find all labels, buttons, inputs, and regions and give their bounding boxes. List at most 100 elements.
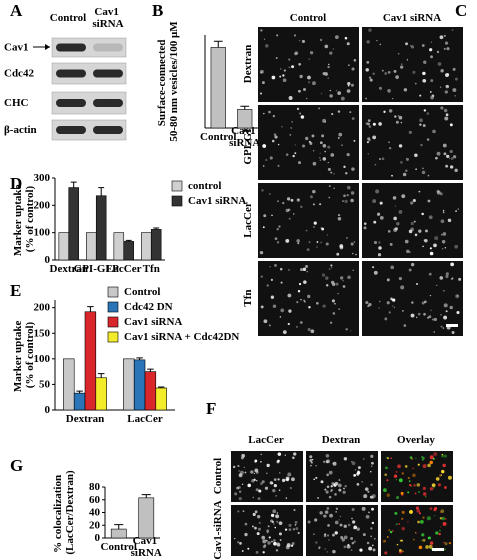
speckle [327,65,330,69]
speckle [267,525,270,528]
speckle [386,301,390,305]
speckle [445,518,447,520]
speckle [391,529,394,532]
speckle [317,496,319,499]
speckle [294,523,297,526]
speckle [238,470,240,472]
speckle [444,542,448,546]
speckle [330,153,335,157]
speckle [454,77,458,81]
speckle [324,510,329,514]
speckle [295,527,299,531]
speckle [283,69,286,72]
speckle [334,481,339,486]
speckle [421,44,425,47]
speckle [310,461,313,464]
scale-bar [446,324,458,327]
speckle [277,200,279,202]
speckle [410,45,415,49]
legend-label-line: Cav1 siRNA + Cdc42DN [124,331,239,343]
speckle [330,267,333,269]
speckle [287,208,291,212]
speckle [371,544,374,547]
speckle [326,507,330,510]
speckle [237,486,241,489]
speckle [310,464,312,467]
speckle [337,483,342,488]
speckle [299,74,303,79]
panel-label-line: F [206,399,216,418]
blot-band [56,43,86,52]
panel-label: A [10,1,23,20]
speckle [378,157,382,161]
bar [68,187,79,261]
speckle [299,321,303,324]
speckle [363,494,368,499]
speckle [418,490,420,493]
speckle [442,521,447,526]
speckle [405,169,408,172]
speckle [260,460,262,463]
speckle [286,197,291,201]
speckle [422,516,425,519]
speckle [448,157,451,159]
x-tick-label: GPI-GFP [74,263,119,275]
speckle [313,221,317,225]
speckle [445,310,448,313]
speckle [281,125,283,128]
speckle [324,150,327,153]
speckle [353,525,358,530]
micrograph [362,27,463,102]
speckle [417,520,420,524]
speckle [337,110,341,113]
speckle [327,161,329,164]
speckle [368,28,372,32]
speckle [422,492,427,496]
speckle [444,90,448,94]
speckle [272,509,277,514]
blot-strip [51,37,127,58]
column-label-line: Control [50,12,86,24]
speckle [309,459,313,463]
speckle [413,483,416,487]
speckle [429,91,432,93]
speckle [347,523,351,527]
error-bar [240,105,250,110]
speckle [426,138,430,141]
panel-label-line: D [10,174,22,193]
speckle [290,198,294,202]
legend-label: Cdc42 DN [124,301,173,313]
speckle [386,479,389,482]
speckle [327,145,331,149]
speckle [445,164,449,168]
speckle [277,164,280,167]
bar [144,371,157,411]
speckle [298,161,302,165]
x-tick-label-line: LacCer [106,263,142,275]
speckle [439,517,443,520]
speckle [419,118,423,123]
speckle [241,550,244,552]
blot-band [93,126,123,134]
speckle [319,38,323,42]
speckle [353,540,356,543]
speckle [418,512,421,515]
speckle [408,268,412,272]
speckle [295,325,298,328]
speckle [351,67,355,71]
speckle [325,453,330,458]
speckle [393,474,398,478]
speckle [368,546,373,551]
bar [73,392,86,411]
speckle [395,523,398,526]
speckle [305,229,308,232]
speckle [300,205,303,209]
speckle [328,63,330,66]
speckle [265,539,268,542]
speckle [362,458,365,460]
speckle [322,304,326,308]
speckle [410,313,415,318]
speckle [257,527,261,531]
speckle [326,284,329,287]
speckle [297,242,300,245]
